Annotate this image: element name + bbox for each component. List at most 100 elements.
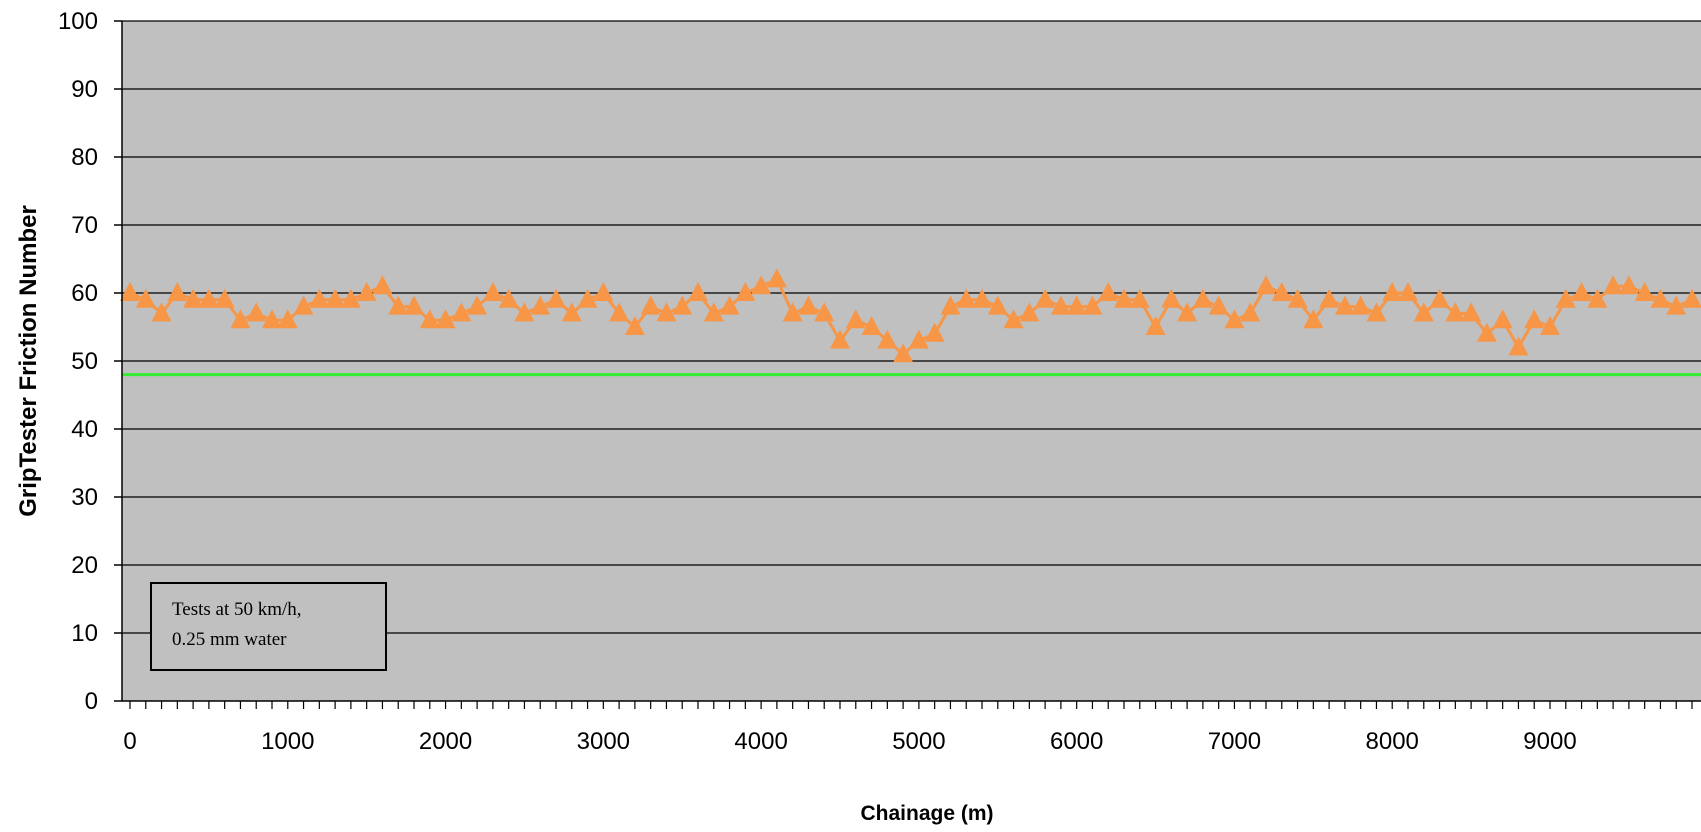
marker-5700 [1019, 302, 1040, 322]
marker-9900 [1682, 288, 1701, 308]
marker-600 [214, 288, 235, 308]
marker-4000 [751, 275, 772, 295]
y-tick-label-40: 40 [71, 416, 98, 443]
x-tick-label-1000: 1000 [261, 728, 314, 755]
marker-900 [262, 309, 282, 329]
y-tick-label-0: 0 [85, 688, 98, 715]
marker-9300 [1587, 288, 1608, 308]
marker-9000 [1540, 316, 1560, 335]
marker-8000 [1382, 282, 1403, 301]
x-tick-label-2000: 2000 [419, 728, 472, 755]
y-tick-label-70: 70 [71, 212, 98, 239]
marker-2100 [451, 302, 472, 322]
marker-2200 [467, 295, 488, 315]
marker-3200 [624, 316, 645, 335]
marker-3400 [656, 302, 677, 322]
marker-2000 [435, 309, 456, 329]
axes [114, 20, 1701, 709]
y-tick-label-100: 100 [58, 8, 98, 35]
marker-3100 [609, 302, 630, 322]
marker-8200 [1413, 302, 1434, 322]
x-tick-label-8000: 8000 [1366, 728, 1419, 755]
annotation-line-1: Tests at 50 km/h, [172, 599, 302, 620]
marker-4200 [782, 302, 803, 322]
marker-1500 [356, 282, 377, 301]
marker-1200 [309, 288, 330, 308]
marker-5200 [940, 295, 961, 315]
marker-7600 [1319, 288, 1340, 308]
marker-8500 [1461, 302, 1482, 322]
marker-1600 [372, 275, 393, 295]
y-tick-label-10: 10 [71, 620, 98, 647]
marker-5500 [987, 295, 1008, 315]
y-tick-label-50: 50 [71, 348, 98, 375]
marker-9400 [1603, 275, 1624, 295]
x-tick-label-7000: 7000 [1208, 728, 1261, 755]
marker-800 [246, 302, 267, 322]
marker-4100 [766, 268, 787, 288]
marker-7900 [1366, 302, 1387, 322]
marker-7000 [1224, 309, 1245, 329]
annotation-line-2: 0.25 mm water [172, 629, 287, 650]
x-tick-label-6000: 6000 [1050, 728, 1103, 755]
marker-8400 [1445, 302, 1466, 322]
gridlines [122, 20, 1701, 634]
y-tick-label-30: 30 [71, 484, 98, 511]
marker-4500 [830, 329, 850, 349]
marker-3900 [735, 282, 756, 301]
marker-2700 [546, 288, 566, 308]
marker-5900 [1050, 295, 1071, 315]
marker-6700 [1177, 302, 1198, 322]
marker-7700 [1334, 295, 1355, 315]
marker-6200 [1098, 282, 1119, 301]
marker-6400 [1129, 288, 1150, 308]
x-tick-label-5000: 5000 [892, 728, 945, 755]
marker-5300 [956, 288, 977, 308]
marker-4400 [814, 302, 835, 322]
marker-6500 [1145, 316, 1166, 335]
marker-3500 [672, 295, 693, 315]
y-tick-label-20: 20 [71, 552, 98, 579]
marker-1900 [419, 309, 440, 329]
marker-4700 [861, 316, 882, 335]
marker-3000 [593, 282, 614, 301]
marker-4900 [893, 343, 914, 363]
marker-9100 [1555, 288, 1576, 308]
marker-3300 [640, 295, 661, 315]
marker-2900 [577, 288, 598, 308]
marker-7100 [1240, 302, 1261, 322]
marker-8900 [1524, 309, 1545, 329]
marker-2800 [561, 302, 582, 322]
x-tick-label-4000: 4000 [734, 728, 787, 755]
marker-2400 [498, 288, 519, 308]
marker-500 [198, 288, 219, 308]
marker-2500 [514, 302, 535, 322]
marker-9800 [1666, 295, 1687, 315]
y-axis-title: GripTester Friction Number [15, 205, 42, 517]
series-markers [120, 268, 1701, 363]
marker-300 [167, 282, 188, 301]
marker-100 [135, 288, 156, 308]
marker-5000 [908, 329, 929, 349]
marker-3600 [688, 282, 708, 301]
marker-6900 [1208, 295, 1229, 315]
marker-5400 [972, 288, 992, 308]
marker-1100 [293, 295, 314, 315]
marker-7200 [1256, 275, 1276, 295]
marker-1300 [325, 288, 346, 308]
marker-200 [151, 302, 172, 322]
marker-8300 [1429, 288, 1450, 308]
marker-2600 [530, 295, 551, 315]
marker-8600 [1476, 322, 1497, 342]
y-tick-label-80: 80 [71, 144, 98, 171]
x-tick-label-0: 0 [123, 728, 136, 755]
marker-5800 [1035, 288, 1056, 308]
marker-4800 [877, 329, 898, 349]
marker-7800 [1350, 295, 1371, 315]
marker-1700 [388, 295, 409, 315]
marker-7500 [1303, 309, 1324, 329]
marker-1400 [340, 288, 361, 308]
marker-7400 [1287, 288, 1308, 308]
marker-9600 [1634, 282, 1655, 301]
